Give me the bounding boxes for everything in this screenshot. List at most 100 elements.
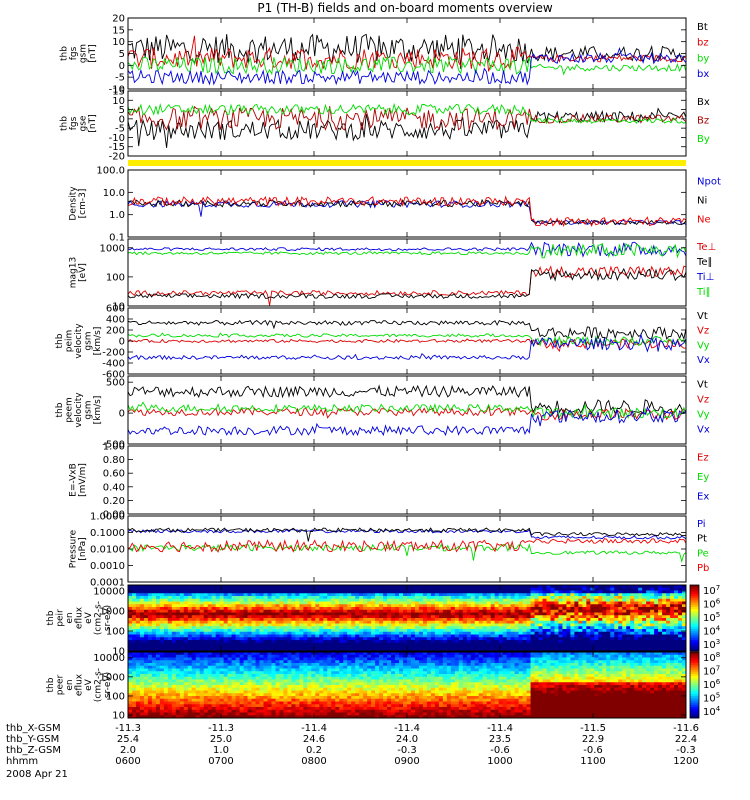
spectrogram-cell	[319, 663, 324, 667]
spectrogram-cell	[295, 634, 300, 638]
spectrogram-cell	[526, 615, 531, 619]
spectrogram-cell	[211, 715, 217, 719]
spectrogram-cell	[159, 634, 165, 638]
spectrogram-cell	[391, 620, 396, 624]
spectrogram-cell	[570, 648, 575, 652]
spectrogram-cell	[128, 648, 133, 652]
spectrogram-cell	[534, 612, 539, 616]
spectrogram-cell	[634, 645, 639, 649]
spectrogram-cell	[562, 645, 567, 649]
spectrogram-cell	[128, 712, 133, 716]
spectrogram-cell	[414, 631, 420, 635]
spectrogram-cell	[327, 615, 332, 619]
spectrogram-cell	[430, 642, 436, 646]
spectrogram-cell	[582, 640, 587, 644]
spectrogram-cell	[263, 596, 268, 600]
spectrogram-cell	[474, 645, 480, 649]
spectrogram-cell	[654, 626, 659, 630]
spectrogram-cell	[191, 612, 197, 616]
spectrogram-cell	[227, 612, 233, 616]
spectrogram-cell	[327, 590, 332, 594]
spectrogram-cell	[399, 642, 404, 646]
spectrogram-cell	[259, 701, 264, 705]
spectrogram-cell	[287, 623, 292, 627]
spectrogram-cell	[295, 598, 300, 602]
spectrogram-cell	[227, 609, 233, 613]
spectrogram-cell	[255, 648, 260, 652]
spectrogram-cell	[335, 598, 340, 602]
spectrogram-cell	[227, 707, 233, 711]
spectrogram-cell	[199, 668, 205, 672]
spectrogram-cell	[414, 609, 420, 613]
spectrogram-cell	[243, 709, 248, 713]
spectrogram-cell	[434, 598, 440, 602]
spectrogram-cell	[167, 657, 173, 661]
spectrogram-cell	[622, 623, 627, 627]
spectrogram-cell	[307, 696, 312, 700]
spectrogram-cell	[626, 601, 631, 605]
spectrogram-cell	[159, 645, 165, 649]
spectrogram-cell	[139, 654, 145, 658]
spectrogram-cell	[347, 598, 352, 602]
spectrogram-cell	[283, 637, 288, 641]
spectrogram-cell	[215, 654, 221, 658]
spectrogram-cell	[434, 590, 440, 594]
spectrogram-cell	[498, 612, 504, 616]
spectrogram-cell	[131, 676, 137, 680]
legend-label-fgs_gse: By	[697, 134, 710, 145]
spectrogram-cell	[339, 607, 344, 611]
spectrogram-cell	[263, 604, 268, 608]
spectrogram-cell	[191, 707, 197, 711]
spectrogram-cell	[682, 593, 687, 597]
spectrogram-cell	[422, 631, 428, 635]
y-tick-label: 0.00	[103, 510, 125, 521]
spectrogram-cell	[271, 712, 276, 716]
spectrogram-cell	[339, 601, 344, 605]
spectrogram-cell	[614, 631, 619, 635]
spectrogram-cell	[143, 685, 149, 689]
spectrogram-cell	[175, 612, 181, 616]
spectrogram-cell	[414, 596, 420, 600]
spectrogram-cell	[147, 698, 153, 702]
spectrogram-cell	[135, 668, 141, 672]
spectrogram-cell	[426, 620, 432, 624]
spectrogram-cell	[215, 663, 221, 667]
spectrogram-cell	[291, 687, 296, 691]
spectrogram-cell	[622, 640, 627, 644]
spectrogram-cell	[315, 598, 320, 602]
spectrogram-cell	[259, 637, 264, 641]
spectrogram-cell	[359, 601, 364, 605]
spectrogram-cell	[490, 640, 496, 644]
spectrogram-cell	[387, 607, 392, 611]
spectrogram-cell	[339, 585, 344, 589]
spectrogram-cell	[299, 615, 304, 619]
spectrogram-cell	[486, 612, 492, 616]
spectrogram-cell	[247, 590, 252, 594]
spectrogram-cell	[215, 590, 221, 594]
spectrogram-cell	[303, 674, 308, 678]
spectrogram-cell	[287, 629, 292, 633]
spectrogram-cell	[203, 631, 209, 635]
spectrogram-cell	[267, 601, 272, 605]
spectrogram-cell	[163, 668, 169, 672]
spectrogram-cell	[574, 626, 579, 630]
spectrogram-cell	[498, 585, 504, 589]
spectrogram-cell	[379, 626, 384, 630]
spectrogram-cell	[450, 587, 456, 591]
spectrogram-cell	[307, 685, 312, 689]
spectrogram-cell	[434, 607, 440, 611]
spectrogram-cell	[183, 660, 189, 664]
spectrogram-cell	[594, 598, 599, 602]
spectrogram-cell	[454, 604, 460, 608]
spectrogram-cell	[327, 652, 332, 656]
spectrogram-cell	[287, 601, 292, 605]
spectrogram-cell	[403, 637, 408, 641]
spectrogram-cell	[267, 693, 272, 697]
spectrogram-cell	[191, 629, 197, 633]
spectrogram-cell	[271, 604, 276, 608]
spectrogram-cell	[634, 604, 639, 608]
spectrogram-cell	[291, 676, 296, 680]
spectrogram-cell	[674, 587, 679, 591]
spectrogram-cell	[359, 648, 364, 652]
legend-label-efield: Ex	[697, 491, 709, 502]
